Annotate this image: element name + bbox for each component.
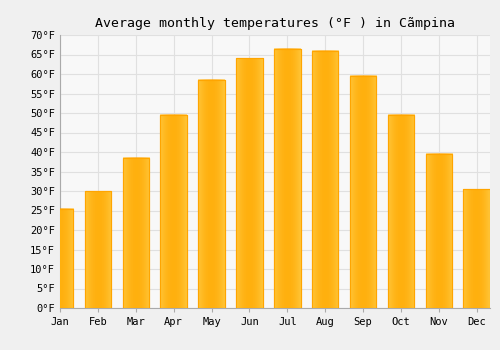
Bar: [84, 191, 111, 308]
Bar: [160, 115, 187, 308]
Bar: [274, 49, 300, 308]
Bar: [426, 154, 452, 308]
Bar: [464, 189, 490, 308]
Bar: [274, 49, 300, 308]
Bar: [122, 158, 149, 308]
Bar: [388, 115, 414, 308]
Bar: [46, 209, 74, 308]
Bar: [122, 158, 149, 308]
Bar: [236, 58, 262, 308]
Bar: [312, 51, 338, 308]
Bar: [46, 209, 74, 308]
Bar: [426, 154, 452, 308]
Bar: [388, 115, 414, 308]
Bar: [236, 58, 262, 308]
Bar: [84, 191, 111, 308]
Bar: [160, 115, 187, 308]
Bar: [198, 80, 225, 308]
Title: Average monthly temperatures (°F ) in Cãmpina: Average monthly temperatures (°F ) in Cã…: [95, 17, 455, 30]
Bar: [350, 76, 376, 308]
Bar: [198, 80, 225, 308]
Bar: [464, 189, 490, 308]
Bar: [312, 51, 338, 308]
Bar: [350, 76, 376, 308]
